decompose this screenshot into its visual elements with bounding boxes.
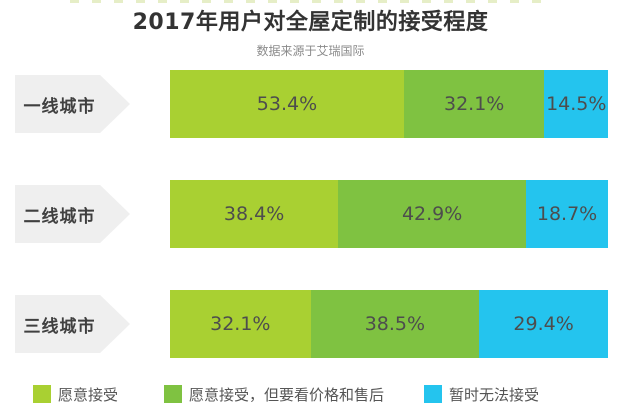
chart-row-tier2: 二线城市 38.4% 42.9% 18.7% [0,180,621,248]
chart-legend: 愿意接受 愿意接受，但要看价格和售后 暂时无法接受 [0,383,621,405]
legend-item-reject: 暂时无法接受 [424,384,539,405]
segment-value-label: 38.4% [223,203,285,225]
legend-item-accept: 愿意接受 [33,384,118,405]
bar-segment-conditional: 42.9% [338,180,527,248]
legend-item-conditional: 愿意接受，但要看价格和售后 [164,384,384,405]
segment-value-label: 18.7% [536,203,598,225]
category-label-arrow: 三线城市 [15,295,130,353]
segment-value-label: 32.1% [210,313,271,335]
bar-segment-reject: 18.7% [526,180,608,248]
segment-value-label: 42.9% [401,203,463,225]
category-label: 一线城市 [23,96,96,117]
legend-swatch-reject [424,385,443,403]
segment-value-label: 32.1% [444,93,505,115]
bar-segment-accept: 53.4% [170,70,404,138]
legend-label: 愿意接受，但要看价格和售后 [189,385,385,404]
chart-row-tier3: 三线城市 32.1% 38.5% 29.4% [0,290,621,358]
segment-value-label: 14.5% [546,93,607,115]
stacked-bar: 53.4% 32.1% 14.5% [170,70,608,138]
chart-subtitle: 数据来源于艾瑞国际 [256,43,365,58]
segment-value-label: 29.4% [513,313,574,335]
segment-value-label: 53.4% [256,93,318,115]
legend-label: 暂时无法接受 [449,385,540,404]
stacked-bar-chart: 一线城市 53.4% 32.1% 14.5% 二线城市 38.4% 42.9% … [0,70,621,400]
bar-segment-conditional: 32.1% [403,70,545,138]
bar-segment-conditional: 38.5% [310,290,480,358]
category-label: 二线城市 [23,206,96,227]
legend-swatch-accept [33,385,51,403]
stacked-bar: 32.1% 38.5% 29.4% [170,290,608,358]
bar-segment-reject: 29.4% [479,290,608,358]
legend-label: 愿意接受 [58,385,119,404]
stacked-bar: 38.4% 42.9% 18.7% [170,180,608,248]
segment-value-label: 38.5% [364,313,426,335]
bar-segment-accept: 38.4% [170,180,339,248]
chart-header: 2017年用户对全屋定制的接受程度 数据来源于艾瑞国际 [0,0,621,59]
bar-segment-reject: 14.5% [544,70,608,138]
chart-row-tier1: 一线城市 53.4% 32.1% 14.5% [0,70,621,138]
category-label: 三线城市 [23,316,96,337]
bar-segment-accept: 32.1% [170,290,311,358]
category-label-arrow: 二线城市 [15,185,130,243]
cropped-top-text-artifact [70,0,550,3]
legend-swatch-conditional [164,385,183,403]
category-label-arrow: 一线城市 [15,75,130,133]
chart-title: 2017年用户对全屋定制的接受程度 [132,10,489,35]
